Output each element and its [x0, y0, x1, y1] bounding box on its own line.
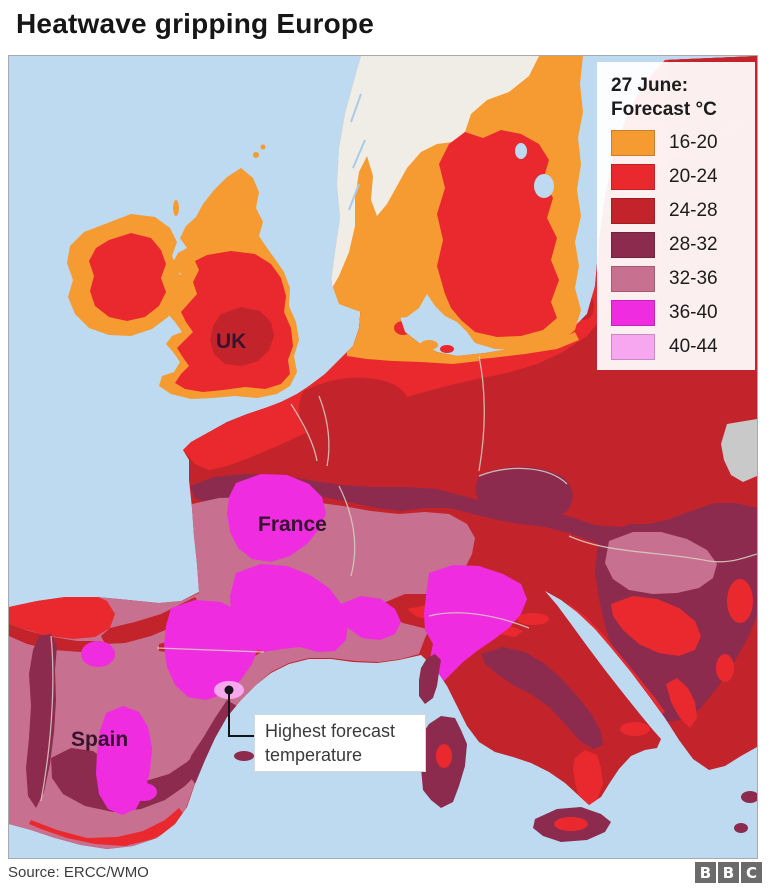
ireland: [67, 214, 185, 336]
bbc-logo-letter: C: [741, 862, 762, 883]
annotation-line1: Highest forecast: [265, 721, 396, 741]
danish-islands: [420, 340, 454, 353]
legend-item: 32-36: [611, 265, 747, 292]
label-uk: UK: [216, 330, 247, 353]
scandinavia: [331, 56, 583, 350]
bbc-logo: B B C: [695, 862, 762, 883]
legend-item: 20-24: [611, 163, 747, 190]
great-britain: [159, 144, 299, 399]
mediterranean-islands: [234, 654, 757, 842]
legend-date: 27 June:: [611, 75, 689, 96]
annotation-marker: [224, 685, 254, 737]
legend-item: 16-20: [611, 129, 747, 156]
legend-item: 40-44: [611, 333, 747, 360]
legend-swatch-36-40: [611, 299, 655, 326]
legend-item: 24-28: [611, 197, 747, 224]
legend-swatch-16-20: [611, 129, 655, 156]
bbc-logo-letter: B: [718, 862, 739, 883]
legend-swatch-32-36: [611, 265, 655, 292]
legend-item: 36-40: [611, 299, 747, 326]
page-title: Heatwave gripping Europe: [16, 8, 374, 39]
label-france: France: [258, 513, 327, 536]
legend-swatch-20-24: [611, 163, 655, 190]
europe-forecast-map: UK France Spain Highest forecast tempera…: [8, 55, 758, 859]
legend-swatch-28-32: [611, 231, 655, 258]
legend-swatch-40-44: [611, 333, 655, 360]
legend-item: 28-32: [611, 231, 747, 258]
label-spain: Spain: [71, 728, 129, 751]
legend-heading: 27 June: Forecast °C: [611, 74, 747, 122]
temperature-legend: 27 June: Forecast °C 16-20 20-24 24-28 2…: [597, 62, 755, 370]
bbc-logo-letter: B: [695, 862, 716, 883]
country-borders: [40, 355, 757, 802]
legend-unit: Forecast °C: [611, 98, 717, 120]
annotation-line2: temperature: [265, 745, 363, 766]
annotation-callout: Highest forecast temperature: [254, 714, 426, 772]
legend-swatch-24-28: [611, 197, 655, 224]
source-credit: Source: ERCC/WMO: [8, 864, 149, 881]
